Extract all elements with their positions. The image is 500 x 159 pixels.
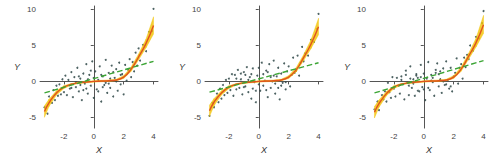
svg-text:X: X — [95, 145, 103, 155]
svg-text:4: 4 — [151, 132, 156, 141]
svg-text:-2: -2 — [60, 132, 68, 141]
svg-text:2: 2 — [286, 132, 291, 141]
svg-text:2: 2 — [121, 132, 126, 141]
svg-text:X: X — [425, 145, 433, 155]
svg-text:Y: Y — [344, 62, 351, 72]
svg-text:5: 5 — [362, 41, 367, 50]
svg-text:Y: Y — [179, 62, 186, 72]
svg-text:0: 0 — [32, 77, 37, 86]
svg-text:0: 0 — [257, 132, 262, 141]
svg-text:Y: Y — [14, 62, 21, 72]
svg-text:0: 0 — [422, 132, 427, 141]
svg-text:10: 10 — [27, 5, 36, 14]
svg-text:4: 4 — [481, 132, 486, 141]
svg-text:X: X — [260, 145, 268, 155]
svg-text:-5: -5 — [29, 113, 37, 122]
svg-text:2: 2 — [451, 132, 456, 141]
svg-text:10: 10 — [192, 5, 201, 14]
svg-text:5: 5 — [197, 41, 202, 50]
svg-text:10: 10 — [357, 5, 366, 14]
svg-text:0: 0 — [362, 77, 367, 86]
svg-text:0: 0 — [92, 132, 97, 141]
svg-text:0: 0 — [197, 77, 202, 86]
svg-text:5: 5 — [32, 41, 37, 50]
svg-text:-5: -5 — [194, 113, 202, 122]
svg-text:-5: -5 — [359, 113, 367, 122]
svg-text:-2: -2 — [225, 132, 233, 141]
svg-text:-2: -2 — [390, 132, 398, 141]
svg-text:4: 4 — [316, 132, 321, 141]
